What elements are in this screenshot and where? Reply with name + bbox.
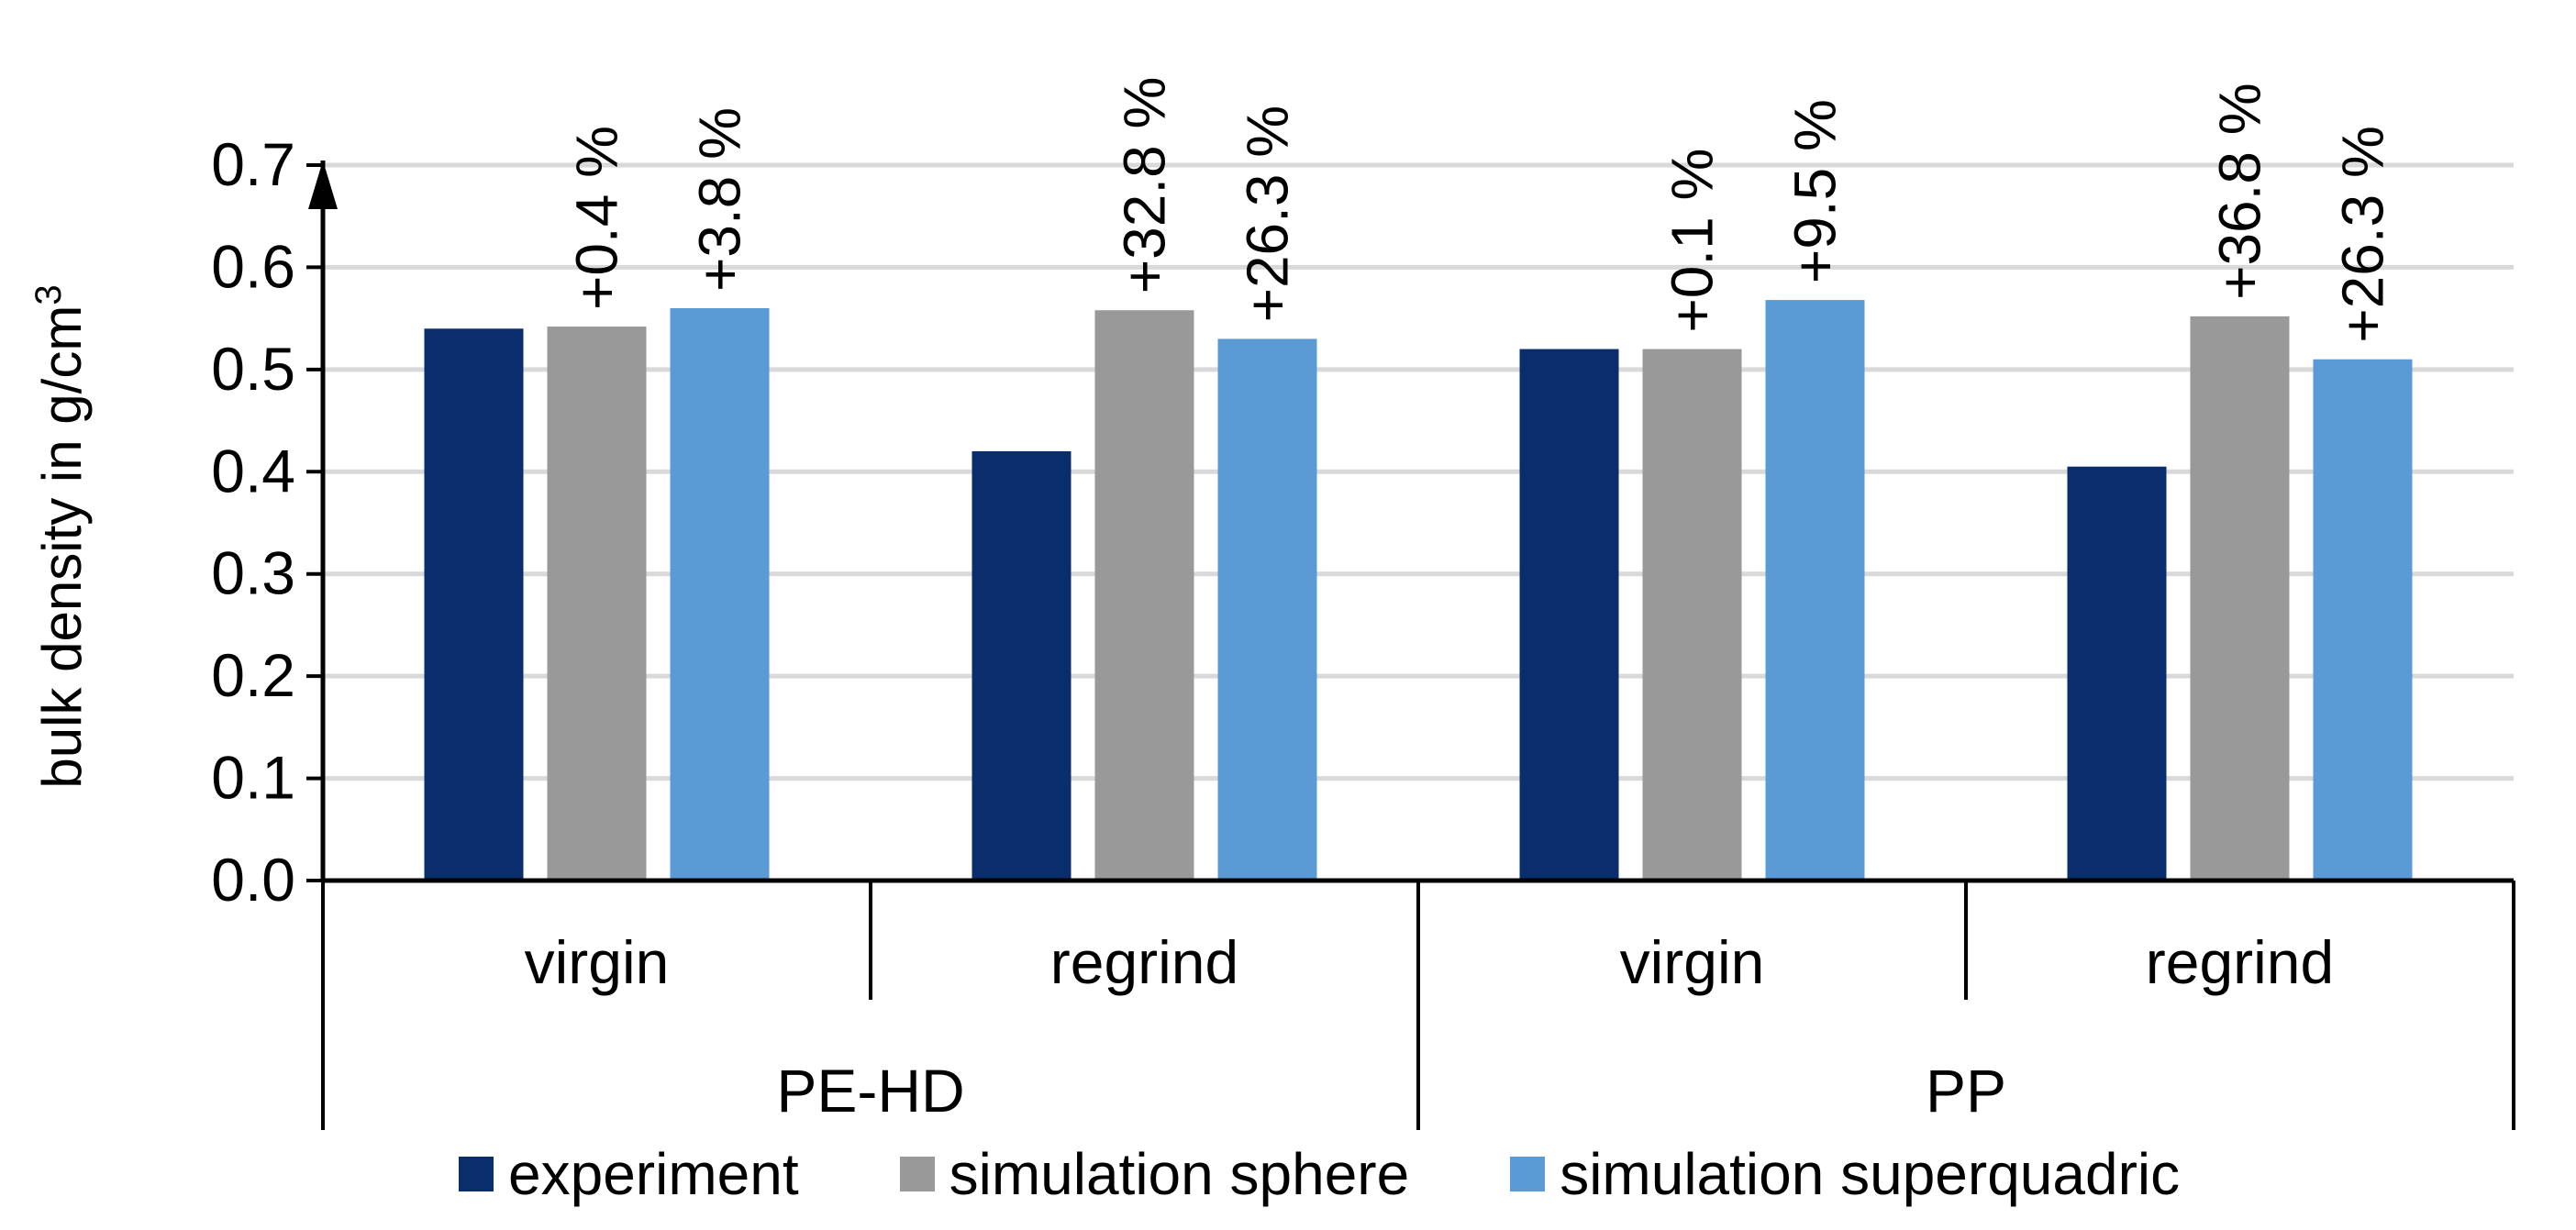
data-label-simulation-sphere-0: +0.4 % <box>564 126 630 310</box>
bar-experiment-3 <box>2067 466 2167 881</box>
y-axis-title-superscript: 3 <box>28 284 69 305</box>
legend-label-simulation-superquadric: simulation superquadric <box>1560 1141 2181 1207</box>
bar-simulation-superquadric-1 <box>1217 338 1317 881</box>
legend-swatch-simulation-superquadric <box>1510 1157 1546 1191</box>
bar-simulation-superquadric-3 <box>2313 359 2413 881</box>
y-axis-title: bulk density in g/cm3 <box>28 284 93 788</box>
legend-item-simulation-superquadric: simulation superquadric <box>1510 1140 2180 1208</box>
legend-item-experiment: experiment <box>459 1140 799 1208</box>
bar-experiment-1 <box>972 451 1071 881</box>
bar-simulation-sphere-2 <box>1642 349 1742 881</box>
legend-label-experiment: experiment <box>508 1141 799 1207</box>
data-label-simulation-sphere-3: +36.8 % <box>2207 83 2273 300</box>
group-label-pe-hd: PE-HD <box>776 1057 964 1125</box>
bar-simulation-sphere-1 <box>1094 310 1194 881</box>
bar-simulation-superquadric-2 <box>1765 300 1865 881</box>
y-tick-labels: 0.0 0.1 0.2 0.3 0.4 0.5 0.6 0.7 <box>211 130 295 914</box>
data-labels: +0.4 % +32.8 % +0.1 % +36.8 % +3.8 % +26.3 % +… <box>564 77 2396 343</box>
data-label-simulation-sphere-1: +32.8 % <box>1112 77 1178 294</box>
y-tick-label: 0.1 <box>211 744 295 812</box>
legend-item-simulation-sphere: simulation sphere <box>899 1140 1410 1208</box>
data-label-simulation-superquadric-0: +3.8 % <box>687 107 753 292</box>
legend-label-simulation-sphere: simulation sphere <box>949 1141 1410 1207</box>
bar-experiment-0 <box>424 328 524 881</box>
bar-simulation-superquadric-0 <box>670 308 770 881</box>
legend-swatch-experiment <box>459 1157 494 1191</box>
category-label-regrind: regrind <box>2146 928 2334 996</box>
y-tick-label: 0.3 <box>211 539 295 607</box>
data-label-simulation-sphere-2: +0.1 % <box>1660 149 1726 333</box>
y-tick-label: 0.7 <box>211 130 295 198</box>
y-tick-label: 0.2 <box>211 641 295 709</box>
y-tick-label: 0.5 <box>211 335 295 403</box>
y-axis-title-text: bulk density in g/cm <box>31 305 93 789</box>
category-label-virgin: virgin <box>1620 928 1765 996</box>
category-label-regrind: regrind <box>1050 928 1238 996</box>
category-axis: virgin regrind virgin regrind PE-HD PP <box>321 881 2515 1130</box>
legend-swatch-simulation-sphere <box>899 1157 935 1191</box>
data-label-simulation-superquadric-2: +9.5 % <box>1782 99 1849 283</box>
bars <box>424 300 2413 881</box>
y-tick-label: 0.0 <box>211 846 295 914</box>
y-axis-arrowhead <box>308 161 338 209</box>
y-tick-label: 0.6 <box>211 232 295 300</box>
bar-simulation-sphere-3 <box>2190 316 2290 881</box>
y-tick-label: 0.4 <box>211 437 295 504</box>
group-label-pp: PP <box>1926 1057 2006 1125</box>
bar-experiment-2 <box>1519 349 1619 881</box>
bar-simulation-sphere-0 <box>547 327 647 881</box>
data-label-simulation-superquadric-3: +26.3 % <box>2330 126 2396 343</box>
legend: experiment simulation sphere simulation … <box>459 1137 2180 1211</box>
gridlines <box>323 162 2514 781</box>
data-label-simulation-superquadric-1: +26.3 % <box>1235 105 1301 323</box>
category-label-virgin: virgin <box>525 928 670 996</box>
